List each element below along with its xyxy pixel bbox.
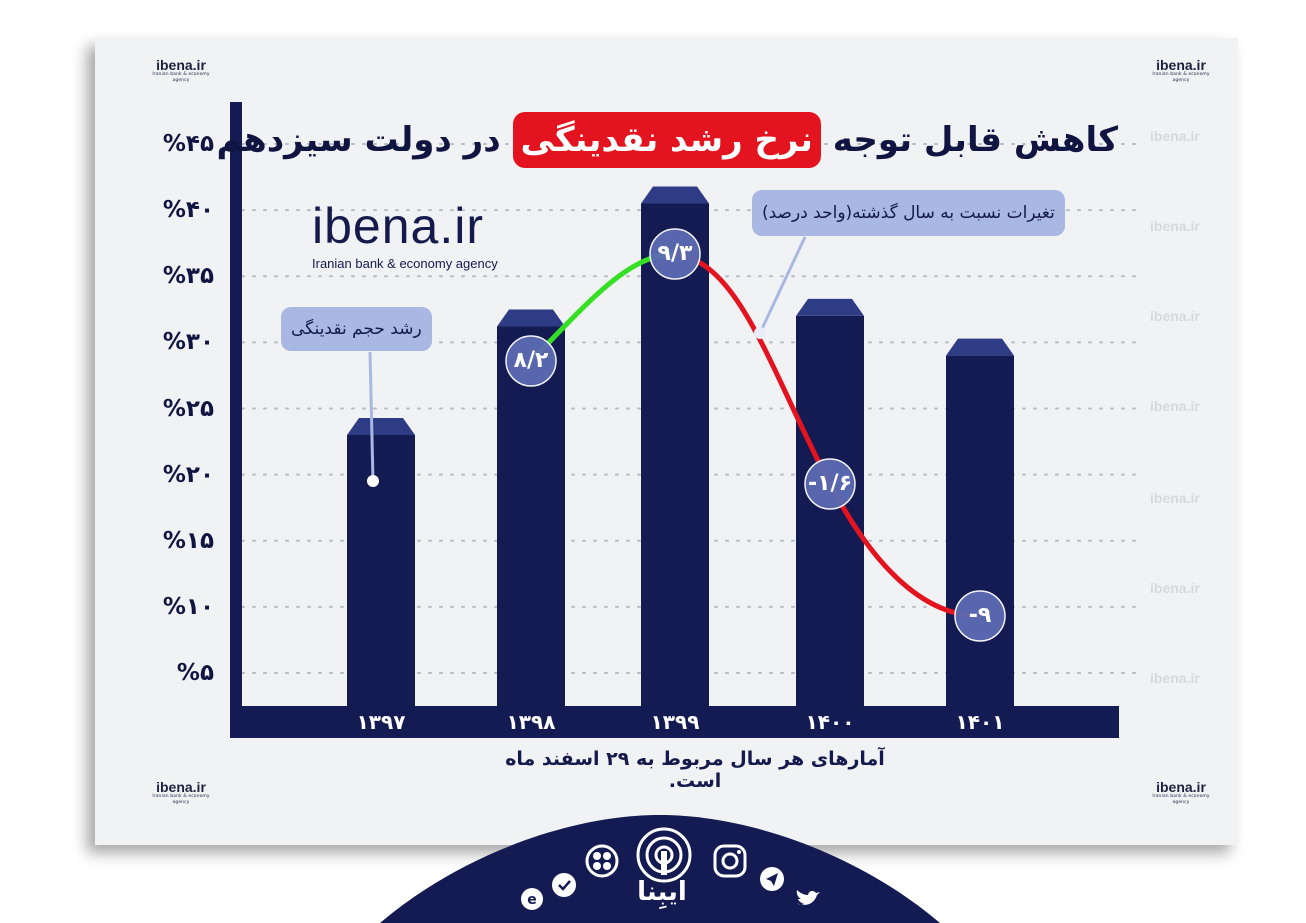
bale-icon [552,873,576,897]
footer-band: e [380,815,940,923]
aparat-icon [585,844,619,878]
y-tick-label: %۴۰ [162,197,214,224]
brand-logo: ibena.ir Iranian bank & economy agency [312,200,498,271]
corner-logo-name: ibena.ir [156,779,206,795]
twitter-icon [796,890,820,905]
corner-logo-bottom-right: ibena.ir Iranian bank & economy agency [1146,780,1216,806]
watermark: ibena.ir [1150,490,1200,506]
change-value-label: -۹ [968,603,992,628]
bar-0 [347,434,415,706]
corner-logo-name: ibena.ir [1156,779,1206,795]
volume-callout-leader [368,351,375,482]
change-bubble-3 [804,458,856,510]
bar-1 [497,326,565,706]
chart-title-after: در دولت سیزدهم [216,120,513,160]
x-tick-label: ۱۳۹۹ [650,710,700,734]
change-value-label: ۹/۳ [657,241,693,266]
footer-brand-name: ایبِنا [637,877,687,907]
eitaa-icon: e [521,888,543,910]
chart-title-before: کاهش قابل توجه [820,120,1118,160]
footnote: آمارهای هر سال مربوط به ۲۹ اسفند ماه است… [505,748,885,792]
bar-2 [641,203,709,706]
y-axis [230,102,242,738]
y-tick-label: %۲۰ [162,461,214,488]
y-tick-label: %۳۰ [162,329,214,356]
corner-logo-tagline: Iranian bank & economy agency [152,72,210,83]
x-tick-label: ۱۴۰۰ [805,710,855,734]
brand-tagline: Iranian bank & economy agency [312,256,498,271]
change-value-label: -۱/۶ [807,471,853,496]
corner-logo-tagline: Iranian bank & economy agency [1152,72,1210,83]
annual-change-callout: تغیرات نسبت به سال گذشته(واحد درصد) [752,190,1065,236]
change-bubble-1 [505,335,557,387]
svg-text:e: e [527,892,537,908]
bar-cap-3 [796,298,864,316]
broadcast-logo-icon [636,827,692,883]
y-tick-label: %۴۵ [162,131,214,157]
change-value-label: ۸/۲ [513,348,549,373]
change-callout-dot [754,327,766,339]
watermark: ibena.ir [1150,128,1200,144]
y-tick-label: %۱۰ [162,593,214,620]
change-callout-leader [758,236,807,334]
corner-logo-tagline: Iranian bank & economy agency [1152,794,1210,805]
corner-logo-bottom-left: ibena.ir Iranian bank & economy agency [146,780,216,806]
watermark: ibena.ir [1150,580,1200,596]
telegram-icon [760,867,784,891]
volume-callout-dot [367,475,379,487]
volume-growth-callout: رشد حجم نقدینگی [281,307,432,351]
bar-cap-2 [641,186,709,204]
bar-4 [946,355,1014,706]
y-tick-label: %۳۵ [162,263,214,290]
chart-title: کاهش قابل توجه نرخ رشد نقدینگی در دولت س… [216,112,1118,168]
bar-cap-1 [497,309,565,327]
watermark: ibena.ir [1150,398,1200,414]
corner-logo-tagline: Iranian bank & economy agency [152,794,210,805]
watermark: ibena.ir [1150,218,1200,234]
corner-logo-top-right: ibena.ir Iranian bank & economy agency [1146,58,1216,84]
corner-logo-top-left: ibena.ir Iranian bank & economy agency [146,58,216,84]
x-axis [230,706,1119,738]
change-bubble-2 [649,228,701,280]
x-tick-label: ۱۳۹۷ [356,710,406,734]
x-tick-label: ۱۴۰۱ [955,710,1005,734]
y-tick-label: %۵ [176,660,214,686]
bar-3 [796,315,864,706]
x-tick-label: ۱۳۹۸ [506,710,556,734]
corner-logo-name: ibena.ir [156,57,206,73]
y-tick-label: %۲۵ [162,395,214,422]
chart-title-highlight: نرخ رشد نقدینگی [512,112,821,168]
bar-cap-4 [946,338,1014,356]
bar-cap-0 [347,417,415,435]
y-tick-label: %۱۵ [162,527,214,554]
watermark: ibena.ir [1150,670,1200,686]
corner-logo-name: ibena.ir [1156,57,1206,73]
brand-name: ibena.ir [312,198,484,254]
change-bubble-4 [954,590,1006,642]
watermark: ibena.ir [1150,308,1200,324]
instagram-icon [713,844,747,878]
